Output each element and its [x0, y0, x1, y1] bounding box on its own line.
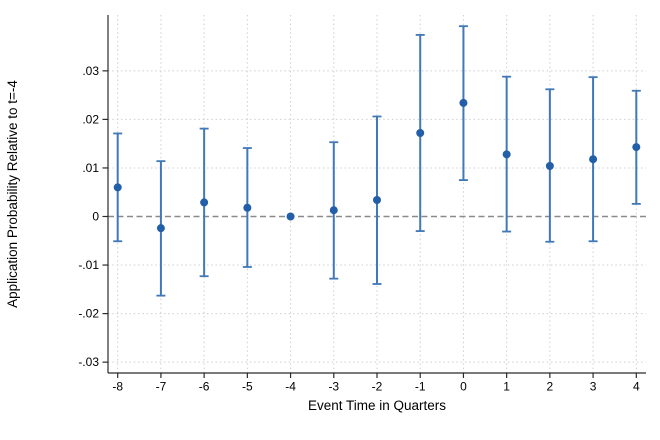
x-tick-label: -2 — [372, 380, 383, 394]
y-tick-label: 0 — [92, 210, 99, 224]
x-tick-label: -5 — [242, 380, 253, 394]
data-point — [329, 206, 338, 215]
estimate-with-ci — [588, 76, 598, 243]
data-point — [373, 195, 381, 204]
x-tick-label: -3 — [328, 380, 339, 394]
data-series — [113, 25, 641, 297]
estimate-with-ci — [113, 132, 123, 243]
estimate-with-ci — [545, 88, 555, 243]
x-axis-title: Event Time in Quarters — [308, 398, 446, 413]
y-axis-title: Application Probability Relative to t=-4 — [5, 80, 20, 308]
estimate-with-ci — [156, 160, 166, 297]
x-tick-label: 4 — [633, 380, 640, 394]
data-point — [502, 150, 511, 159]
x-tick-label: 1 — [503, 380, 510, 394]
x-tick-label: -4 — [285, 380, 296, 394]
estimate-with-ci — [502, 75, 512, 233]
x-tick-label: -8 — [112, 380, 123, 394]
y-tick-label: .01 — [82, 161, 99, 175]
y-tick-label: -.03 — [78, 355, 99, 369]
data-point — [113, 183, 122, 192]
x-tick-label: 3 — [590, 380, 597, 394]
data-point — [632, 143, 641, 152]
x-tick-label: 0 — [460, 380, 467, 394]
x-tick-label: -1 — [415, 380, 426, 394]
y-tick-label: .03 — [82, 64, 99, 78]
data-point — [243, 203, 252, 212]
estimate-with-ci — [458, 25, 468, 181]
axis-layer: -.03 -.02 -.01 0 .01 .02 .03 -8 -7 -6 -5 -4 -3 -2 -1 0 1… — [78, 15, 646, 394]
data-point — [200, 198, 209, 207]
y-tick-label: .02 — [82, 112, 99, 126]
x-tick-label: 2 — [547, 380, 554, 394]
data-point — [459, 98, 468, 107]
data-point — [416, 128, 425, 137]
estimate-with-ci — [329, 141, 339, 280]
x-tick-label: -7 — [156, 380, 167, 394]
y-tick-label: -.01 — [78, 258, 99, 272]
y-tick-label: -.02 — [78, 307, 99, 321]
estimate-with-ci — [199, 127, 209, 278]
estimate-with-ci — [415, 34, 425, 232]
estimate-with-ci — [286, 212, 295, 221]
estimate-with-ci — [631, 89, 641, 205]
data-point — [589, 155, 598, 164]
data-point — [545, 162, 554, 171]
data-point — [286, 212, 295, 221]
estimate-with-ci — [242, 147, 252, 268]
data-point — [156, 224, 165, 233]
estimate-with-ci — [372, 115, 382, 285]
x-tick-label: -6 — [199, 380, 210, 394]
